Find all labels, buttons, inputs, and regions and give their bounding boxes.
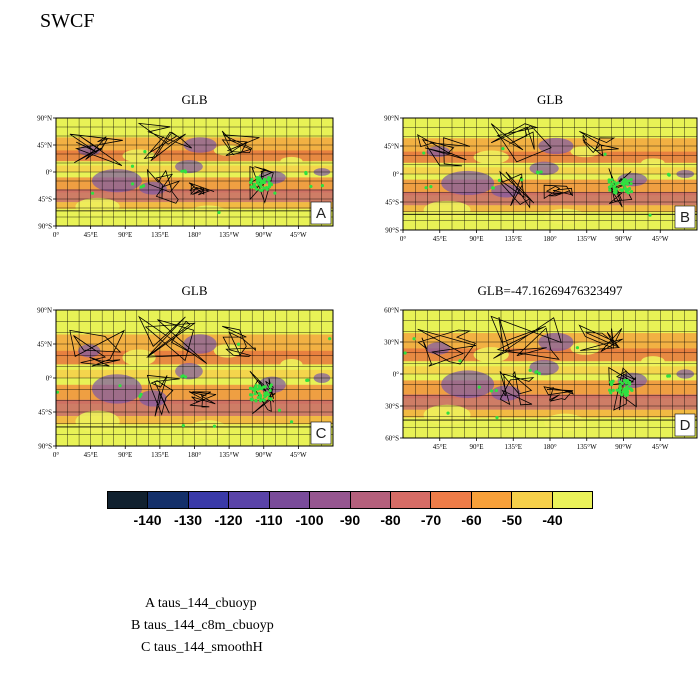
colorbar-label: -90: [339, 512, 361, 528]
lon-tick-label: 90°E: [469, 443, 483, 451]
lon-tick-label: 135°W: [219, 231, 239, 239]
lon-tick-label: 45°W: [290, 231, 307, 239]
map-panel-b: 90°N45°N0°45°S90°S0° 45°E 90°E 135°E 180° 135…: [384, 115, 698, 243]
lon-tick-label: 45°E: [84, 451, 98, 459]
lat-tick-label: 90°N: [37, 307, 52, 315]
colorbar-swatch: [471, 492, 513, 508]
lon-tick-label: 135°E: [504, 443, 522, 451]
lat-tick-label: 0°: [393, 371, 400, 379]
colorbar-swatch: [148, 492, 189, 508]
panel-title-c: GLB: [181, 283, 208, 298]
colorbar-label: -40: [542, 512, 563, 528]
page-title: SWCF: [40, 10, 95, 32]
lat-tick-label: 30°S: [385, 403, 399, 411]
lat-tick-label: 90°N: [384, 115, 399, 123]
lon-tick-label: 135°E: [504, 235, 522, 243]
lon-tick-label: 90°E: [118, 231, 132, 239]
lat-tick-label: 45°S: [38, 196, 52, 204]
colorbar-label: -120: [214, 512, 243, 528]
lon-tick-label: 90°E: [469, 235, 483, 243]
lon-tick-label: 90°W: [615, 443, 632, 451]
lon-tick-label: 135°W: [219, 451, 239, 459]
lat-tick-label: 0°: [46, 375, 53, 383]
panel-letter: A: [316, 205, 326, 222]
panel-letter: B: [680, 209, 690, 226]
lat-tick-label: 90°S: [38, 443, 52, 451]
lon-tick-label: 45°E: [84, 231, 98, 239]
lon-tick-label: 0°: [53, 231, 60, 239]
map-panel-c: 90°N45°N0°45°S90°S0° 45°E 90°E 135°E 180° 135…: [37, 307, 334, 459]
colorbar-label: -70: [420, 512, 442, 528]
colorbar: [107, 491, 593, 509]
colorbar-swatch: [188, 492, 230, 508]
colorbar-swatch: [229, 492, 270, 508]
legend-item-a: A taus_144_cbuoyp: [145, 596, 257, 611]
lon-tick-label: 180°: [188, 231, 202, 239]
lat-tick-label: 90°S: [385, 227, 399, 235]
lat-tick-label: 45°N: [37, 142, 52, 150]
colorbar-swatch: [350, 492, 391, 508]
lon-tick-label: 45°W: [652, 443, 669, 451]
lat-tick-label: 0°: [393, 171, 400, 179]
lon-tick-label: 90°E: [118, 451, 132, 459]
lon-tick-label: 135°W: [577, 235, 597, 243]
map-panel-a: 90°N45°N0°45°S90°S0° 45°E 90°E 135°E 180° 135…: [37, 115, 334, 239]
colorbar-label: -50: [501, 512, 523, 528]
colorbar-label: -110: [255, 512, 283, 528]
colorbar-label: -130: [173, 512, 203, 528]
lon-tick-label: 45°W: [652, 235, 669, 243]
panel-title-b: GLB: [537, 92, 563, 107]
lat-tick-label: 0°: [46, 169, 53, 177]
legend-item-b: B taus_144_c8m_cbuoyp: [131, 618, 274, 633]
lon-tick-label: 45°W: [290, 451, 307, 459]
lon-tick-label: 180°: [188, 451, 202, 459]
colorbar-swatch: [431, 492, 472, 508]
lat-tick-label: 60°S: [385, 435, 399, 443]
panel-title-d: GLB=-47.16269476323497: [477, 283, 623, 298]
panel-letter: C: [316, 425, 327, 442]
lat-tick-label: 90°N: [37, 115, 52, 123]
colorbar-swatch: [390, 492, 432, 508]
colorbar-labels: -140 -130 -120 -110 -100 -90 -80 -70 -60 -50 -40: [0, 512, 700, 532]
lat-tick-label: 45°N: [384, 143, 399, 151]
colorbar-swatch: [552, 492, 593, 508]
lon-tick-label: 180°: [543, 235, 557, 243]
map-panel-d: 60°N 30°N 0° 30°S 60°S 45°E 90°E 135°E 180° 135°W…: [384, 307, 698, 451]
lon-tick-label: 0°: [400, 235, 407, 243]
panel-letter: D: [680, 417, 691, 434]
lat-tick-label: 45°S: [38, 409, 52, 417]
colorbar-swatch: [310, 492, 351, 508]
lon-tick-label: 45°E: [433, 235, 447, 243]
lat-tick-label: 60°N: [384, 307, 399, 315]
lon-tick-label: 135°W: [577, 443, 597, 451]
lon-tick-label: 90°W: [256, 451, 273, 459]
lat-tick-label: 45°N: [37, 341, 52, 349]
colorbar-swatch: [108, 492, 149, 508]
lon-tick-label: 45°E: [433, 443, 447, 451]
lon-tick-label: 90°W: [615, 235, 632, 243]
colorbar-label: -80: [380, 512, 401, 528]
lon-tick-label: 180°: [543, 443, 557, 451]
panel-title-a: GLB: [181, 92, 208, 107]
colorbar-label: -140: [133, 512, 162, 528]
lon-tick-label: 90°W: [256, 231, 273, 239]
colorbar-swatch: [512, 492, 553, 508]
colorbar-swatch: [269, 492, 311, 508]
colorbar-label: -60: [461, 512, 482, 528]
lon-tick-label: 135°E: [151, 231, 169, 239]
colorbar-label: -100: [295, 512, 324, 528]
lat-tick-label: 90°S: [38, 223, 52, 231]
lon-tick-label: 0°: [53, 451, 60, 459]
legend-item-c: C taus_144_smoothH: [141, 640, 263, 655]
lat-tick-label: 45°S: [385, 199, 399, 207]
lat-tick-label: 30°N: [384, 339, 399, 347]
lon-tick-label: 135°E: [151, 451, 169, 459]
